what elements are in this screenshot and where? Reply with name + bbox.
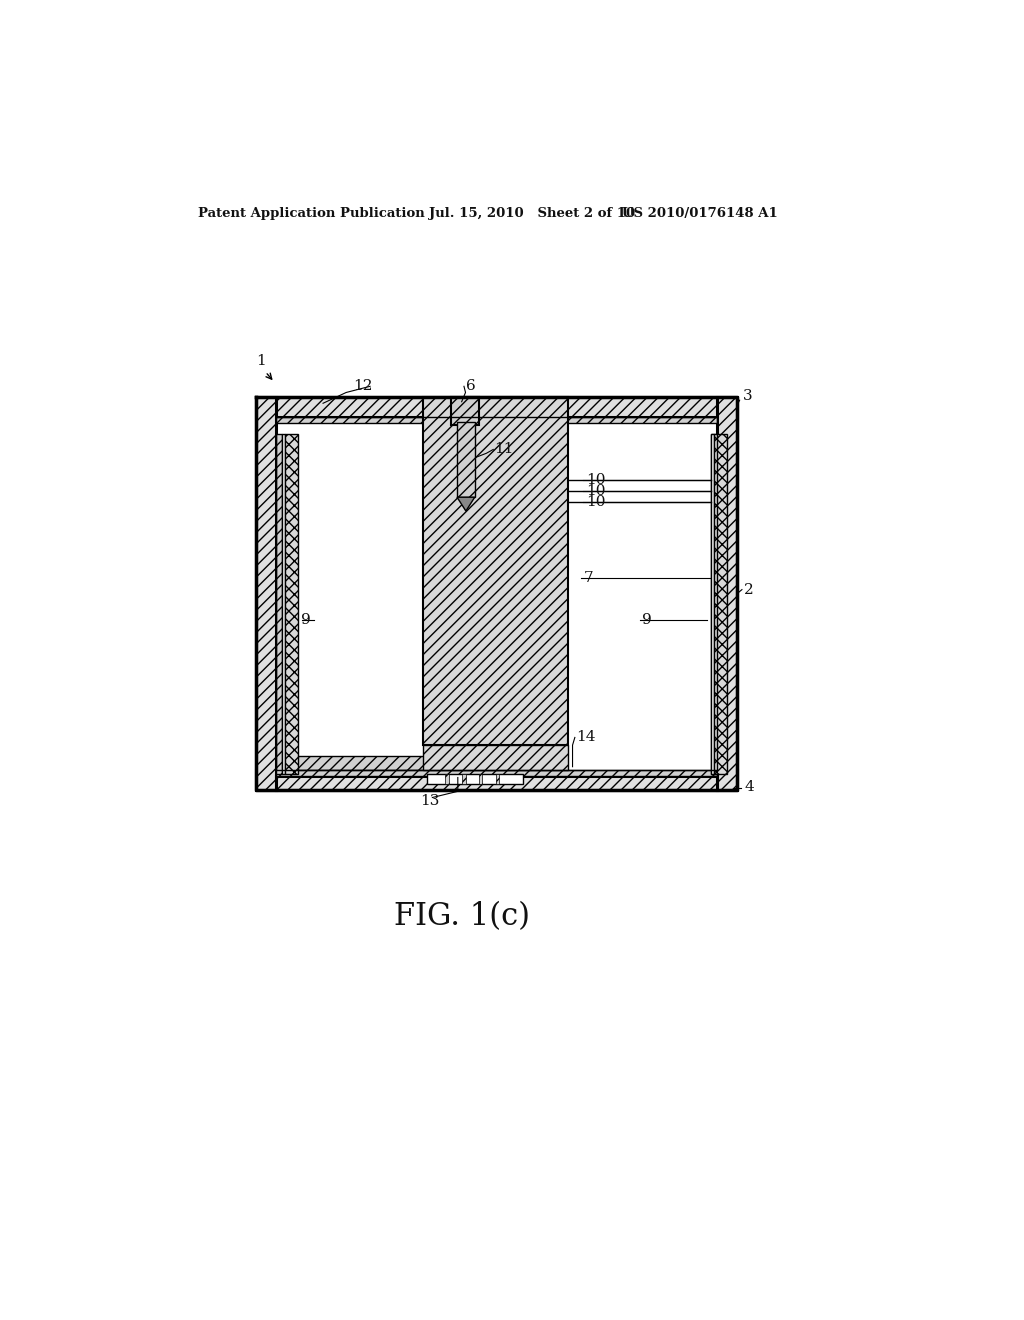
Text: 3: 3 (742, 388, 753, 403)
Text: 7: 7 (584, 572, 593, 585)
Bar (427, 775, 523, 784)
Bar (283, 434, 286, 775)
Text: US 2010/0176148 A1: US 2010/0176148 A1 (622, 207, 777, 220)
Bar (276, 417, 717, 770)
Text: 10: 10 (586, 474, 605, 487)
Text: 10: 10 (586, 484, 605, 498)
Bar (711, 434, 714, 775)
Text: 9: 9 (301, 614, 311, 627)
Bar (497, 775, 500, 784)
Bar (463, 775, 466, 784)
Bar (479, 775, 482, 784)
Bar (445, 775, 449, 784)
Bar (568, 434, 711, 775)
Text: 14: 14 (577, 730, 596, 744)
Bar (276, 756, 717, 770)
Text: 11: 11 (494, 442, 513, 457)
Text: 6: 6 (466, 379, 475, 393)
Bar (256, 397, 276, 789)
Bar (276, 417, 717, 424)
Text: 9: 9 (642, 614, 651, 627)
Bar (423, 744, 568, 770)
Bar (286, 434, 298, 775)
Bar (276, 434, 283, 775)
Polygon shape (457, 498, 475, 511)
Bar (717, 397, 737, 789)
Text: 10: 10 (586, 495, 605, 508)
Text: 2: 2 (744, 582, 754, 597)
Bar (256, 397, 737, 417)
Bar (276, 776, 717, 789)
Bar (423, 397, 568, 744)
Bar (451, 397, 479, 425)
Bar (256, 770, 737, 789)
Bar (714, 434, 727, 775)
Text: 1: 1 (256, 354, 266, 368)
Text: Jul. 15, 2010   Sheet 2 of 10: Jul. 15, 2010 Sheet 2 of 10 (429, 207, 636, 220)
Bar (457, 422, 475, 498)
Text: 13: 13 (420, 793, 439, 808)
Text: 4: 4 (744, 780, 754, 793)
Text: FIG. 1(c): FIG. 1(c) (393, 902, 529, 932)
Text: 12: 12 (353, 379, 373, 393)
Text: Patent Application Publication: Patent Application Publication (199, 207, 425, 220)
Bar (711, 434, 717, 775)
Bar (276, 770, 717, 776)
